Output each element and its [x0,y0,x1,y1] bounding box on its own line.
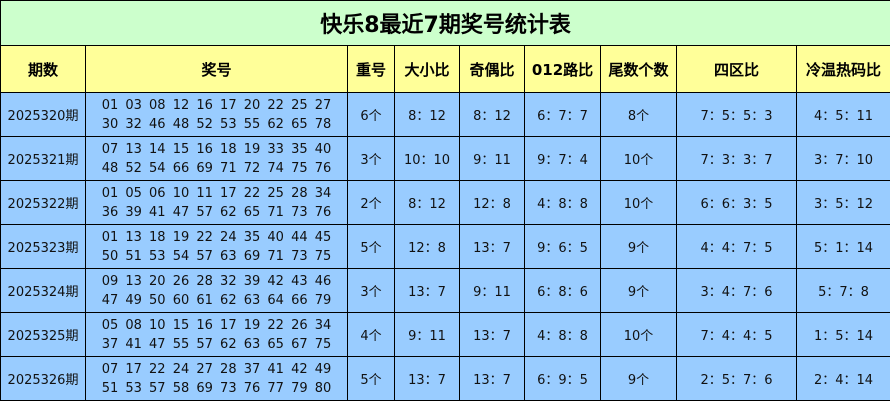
table-row: 2025322期 01 05 06 10 11 17 22 25 28 34 36 … [0,180,890,225]
cell-tail-count: 10个 [600,312,677,357]
table-row: 2025324期 09 13 20 26 28 32 39 42 43 46 47 … [0,268,890,313]
header-big-small: 大小比 [394,45,460,93]
cell-tail-count: 9个 [600,224,677,269]
cell-period: 2025322期 [0,180,86,225]
cell-big-small: 8：12 [394,180,460,225]
cell-four-zone: 7：4：4：5 [676,312,797,357]
numbers-line2: 51 53 57 58 69 73 76 77 79 80 [101,380,332,396]
cell-four-zone: 4：4：7：5 [676,224,797,269]
numbers-line1: 07 17 22 24 27 28 37 41 42 49 [101,361,332,377]
cell-big-small: 13：7 [394,268,460,313]
cell-four-zone: 7：3：3：7 [676,136,797,181]
cell-big-small: 12：8 [394,224,460,269]
numbers-line1: 09 13 20 26 28 32 39 42 43 46 [101,273,332,289]
header-numbers: 奖号 [85,45,348,93]
cell-tail-count: 10个 [600,136,677,181]
numbers-line1: 05 08 10 15 16 17 19 22 26 34 [101,317,332,333]
cell-cold-warm-hot: 5：1：14 [795,224,890,269]
header-tail-count: 尾数个数 [600,45,677,93]
header-repeat: 重号 [347,45,395,93]
header-period: 期数 [0,45,86,93]
cell-cold-warm-hot: 2：4：14 [795,356,890,401]
winning-numbers: 07 17 22 24 27 28 37 41 42 49 51 53 57 58… [85,356,348,401]
cell-route012: 6：7：7 [524,92,601,137]
cell-big-small: 10：10 [394,136,460,181]
cell-period: 2025321期 [0,136,86,181]
cell-period: 2025325期 [0,312,86,357]
cell-big-small: 13：7 [394,356,460,401]
cell-repeat: 4个 [347,312,395,357]
cell-repeat: 5个 [347,356,395,401]
cell-tail-count: 8个 [600,92,677,137]
table-row: 2025320期 01 03 08 12 16 17 20 22 25 27 30 … [0,92,890,137]
table-title: 快乐8最近7期奖号统计表 [0,0,890,46]
cell-cold-warm-hot: 5：7：8 [795,268,890,313]
table-row: 2025325期 05 08 10 15 16 17 19 22 26 34 37 … [0,312,890,357]
winning-numbers: 05 08 10 15 16 17 19 22 26 34 37 41 47 55… [85,312,348,357]
cell-four-zone: 3：4：7：6 [676,268,797,313]
cell-odd-even: 12：8 [459,180,525,225]
cell-big-small: 9：11 [394,312,460,357]
numbers-line2: 37 41 47 55 57 62 63 65 67 75 [101,336,332,352]
table-row: 2025321期 07 13 14 15 16 18 19 33 35 40 48 … [0,136,890,181]
numbers-line2: 47 49 50 60 61 62 63 64 66 79 [101,292,332,308]
cell-four-zone: 7：5：5：3 [676,92,797,137]
cell-tail-count: 9个 [600,356,677,401]
numbers-line1: 01 13 18 19 22 24 35 40 44 45 [101,229,332,245]
numbers-line1: 01 05 06 10 11 17 22 25 28 34 [101,185,332,201]
cell-odd-even: 9：11 [459,136,525,181]
cell-cold-warm-hot: 3：7：10 [795,136,890,181]
numbers-line2: 50 51 53 54 57 63 69 71 73 75 [101,248,332,264]
cell-route012: 9：6：5 [524,224,601,269]
cell-four-zone: 2：5：7：6 [676,356,797,401]
cell-cold-warm-hot: 4：5：11 [795,92,890,137]
cell-route012: 9：7：4 [524,136,601,181]
cell-odd-even: 8：12 [459,92,525,137]
cell-period: 2025320期 [0,92,86,137]
cell-four-zone: 6：6：3：5 [676,180,797,225]
header-cold-warm-hot: 冷温热码比 [795,45,890,93]
numbers-line1: 07 13 14 15 16 18 19 33 35 40 [101,141,332,157]
header-route012: 012路比 [524,45,601,93]
cell-period: 2025326期 [0,356,86,401]
cell-route012: 4：8：8 [524,312,601,357]
cell-big-small: 8：12 [394,92,460,137]
winning-numbers: 09 13 20 26 28 32 39 42 43 46 47 49 50 60… [85,268,348,313]
numbers-line2: 48 52 54 66 69 71 72 74 75 76 [101,160,332,176]
cell-route012: 4：8：8 [524,180,601,225]
winning-numbers: 01 03 08 12 16 17 20 22 25 27 30 32 46 48… [85,92,348,137]
numbers-line1: 01 03 08 12 16 17 20 22 25 27 [101,97,332,113]
cell-repeat: 6个 [347,92,395,137]
cell-odd-even: 13：7 [459,312,525,357]
header-odd-even: 奇偶比 [459,45,525,93]
cell-odd-even: 9：11 [459,268,525,313]
table-row: 2025326期 07 17 22 24 27 28 37 41 42 49 51 … [0,356,890,401]
cell-repeat: 3个 [347,136,395,181]
numbers-line2: 36 39 41 47 57 62 65 71 73 76 [101,204,332,220]
cell-route012: 6：9：5 [524,356,601,401]
winning-numbers: 01 05 06 10 11 17 22 25 28 34 36 39 41 47… [85,180,348,225]
cell-repeat: 2个 [347,180,395,225]
cell-repeat: 3个 [347,268,395,313]
winning-numbers: 01 13 18 19 22 24 35 40 44 45 50 51 53 54… [85,224,348,269]
cell-route012: 6：8：6 [524,268,601,313]
cell-tail-count: 9个 [600,268,677,313]
numbers-line2: 30 32 46 48 52 53 55 62 65 78 [101,116,332,132]
cell-tail-count: 10个 [600,180,677,225]
cell-odd-even: 13：7 [459,224,525,269]
cell-repeat: 5个 [347,224,395,269]
cell-period: 2025323期 [0,224,86,269]
cell-period: 2025324期 [0,268,86,313]
table-row: 2025323期 01 13 18 19 22 24 35 40 44 45 50 … [0,224,890,269]
header-four-zone: 四区比 [676,45,797,93]
winning-numbers: 07 13 14 15 16 18 19 33 35 40 48 52 54 66… [85,136,348,181]
cell-cold-warm-hot: 3：5：12 [795,180,890,225]
cell-cold-warm-hot: 1：5：14 [795,312,890,357]
cell-odd-even: 13：7 [459,356,525,401]
